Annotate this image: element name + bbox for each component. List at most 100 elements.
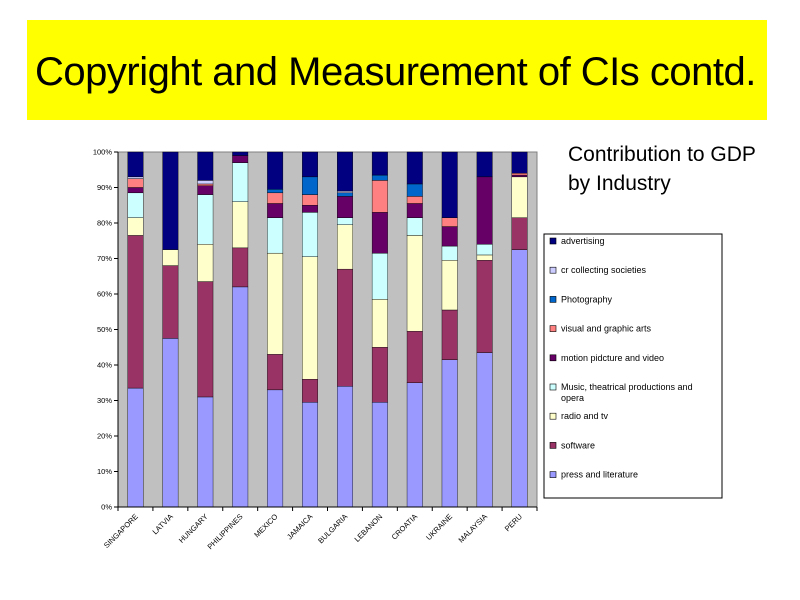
legend-label: cr collecting societies [561,265,647,275]
bar-segment [267,192,284,204]
x-tick-label: SINGAPORE [102,512,140,550]
legend-label: opera [561,393,584,403]
bar-segment [232,155,249,163]
bar-segment [302,194,318,206]
bar-segment [197,244,214,282]
bar-segment [511,174,528,178]
bar-segment [162,151,179,250]
x-tick-label: BULGARIA [316,512,349,545]
bar-segment [406,235,423,332]
bar-segment [302,176,318,195]
bar-segment [511,249,528,508]
bar-segment [267,217,284,254]
x-tick-label: MALAYSIA [457,512,490,545]
bar-segment [302,379,318,403]
plot-area [117,151,538,508]
x-tick-label: PERU [503,512,524,533]
bar-segment [406,217,423,236]
bar-segment [127,176,144,179]
y-tick-label: 60% [97,290,112,299]
y-tick-label: 10% [97,467,112,476]
bar-segment [337,190,353,194]
bar-segment [371,180,388,213]
bar-segment [441,217,458,227]
x-tick-label: LEBANON [353,512,385,544]
bar-segment [371,402,388,508]
y-tick-label: 100% [93,148,113,157]
x-tick-label: JAMAICA [285,512,314,541]
bar-segment [371,347,388,403]
bar-segment [511,151,528,174]
bar-segment [197,281,214,398]
bar-segment [197,183,214,186]
x-tick-label: HUNGARY [177,512,210,545]
y-tick-label: 0% [101,503,112,512]
bar-segment [441,309,458,360]
bar-segment [162,338,179,508]
bar-segment [302,151,318,178]
bar-segment [267,389,284,508]
legend-swatch [549,412,557,420]
bar-segment [127,192,144,218]
subtitle-line-2: by Industry [568,172,671,195]
bar-segment [476,254,493,261]
y-tick-label: 30% [97,396,112,405]
bar-segment [476,244,493,256]
bar-segment [511,173,528,176]
bar-segment [406,183,423,197]
bar-segment [267,252,284,355]
legend-label: radio and tv [561,411,609,421]
y-tick-label: 70% [97,254,112,263]
bar-segment [197,180,214,185]
bar-segment [302,212,318,257]
legend-label: advertising [561,236,605,246]
bar-segment [267,203,284,218]
bar-segment [337,268,353,387]
bar-segment [127,151,144,178]
legend-swatch [549,383,557,391]
bar-segment [232,286,249,508]
bar-segment [371,299,388,348]
bar-segment [441,260,458,311]
bar-segment [337,224,353,270]
subtitle-line-1: Contribution to GDP [568,143,756,166]
x-tick-label: MEXICO [252,512,279,539]
bar-segment [371,151,388,176]
bar-segment [371,212,388,254]
bar-segment [441,226,458,247]
legend-label: Music, theatrical productions and [561,382,693,392]
bar-segment [232,247,249,288]
legend-swatch [549,354,557,362]
legend-label: software [561,440,595,450]
bar-segment [441,359,458,508]
bar-segment [476,352,493,508]
bar-segment [476,151,493,178]
bars [127,151,528,508]
y-tick-label: 40% [97,361,112,370]
chart-subtitle: Contribution to GDP by Industry [568,140,788,198]
x-tick-label: UKRAINE [424,512,454,542]
legend-label: visual and graphic arts [561,324,652,334]
bar-segment [511,176,528,218]
slide-title: Copyright and Measurement of CIs contd. [35,50,756,94]
bar-segment [127,187,144,194]
bar-segment [406,196,423,204]
bar-segment [127,387,144,508]
bar-segment [127,217,144,236]
bar-segment [197,194,214,245]
bar-segment [406,382,423,508]
x-tick-label: PHILIPPINES [206,512,245,551]
y-tick-label: 90% [97,183,112,192]
bar-segment [232,151,249,156]
bar-segment [441,151,458,218]
legend-swatch [549,471,557,478]
bar-segment [337,386,353,508]
title-band: Copyright and Measurement of CIs contd. [27,20,767,120]
bar-segment [476,260,493,353]
bar-segment [197,396,214,508]
bar-segment [267,189,284,194]
y-tick-label: 20% [97,432,112,441]
plot-background [117,151,538,508]
bar-segment [511,217,528,250]
